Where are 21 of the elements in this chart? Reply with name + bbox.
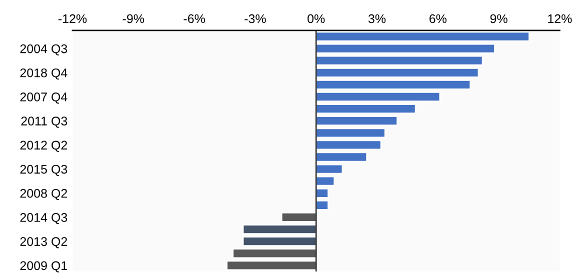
bar <box>315 31 530 42</box>
y-tick-label: 2014 Q3 <box>20 213 68 224</box>
bar <box>315 152 368 162</box>
y-tick-label: 2011 Q3 <box>21 116 68 128</box>
x-tick-label: 6% <box>430 14 446 24</box>
x-tick-label: -3% <box>244 14 266 24</box>
x-tick-label: 3% <box>368 14 386 24</box>
x-tick-label: 12% <box>548 14 572 24</box>
y-tick-label: 2004 Q3 <box>20 44 68 56</box>
y-tick-label: 2018 Q4 <box>20 68 68 80</box>
y-tick-label: 2007 Q4 <box>20 92 68 104</box>
x-tick-label: -6% <box>184 14 205 24</box>
y-tick-label: 2015 Q3 <box>20 164 68 176</box>
y-tick-label: 2012 Q2 <box>20 140 68 152</box>
y-tick-label: 2008 Q2 <box>20 188 68 200</box>
x-tick-label: 0% <box>308 14 325 24</box>
x-tick-label: 9% <box>490 14 508 24</box>
x-tick-label: -12% <box>58 14 87 24</box>
x-tick-label: -9% <box>122 14 144 24</box>
y-tick-label: 2013 Q2 <box>20 237 68 248</box>
y-tick-label: 2009 Q1 <box>20 261 68 272</box>
